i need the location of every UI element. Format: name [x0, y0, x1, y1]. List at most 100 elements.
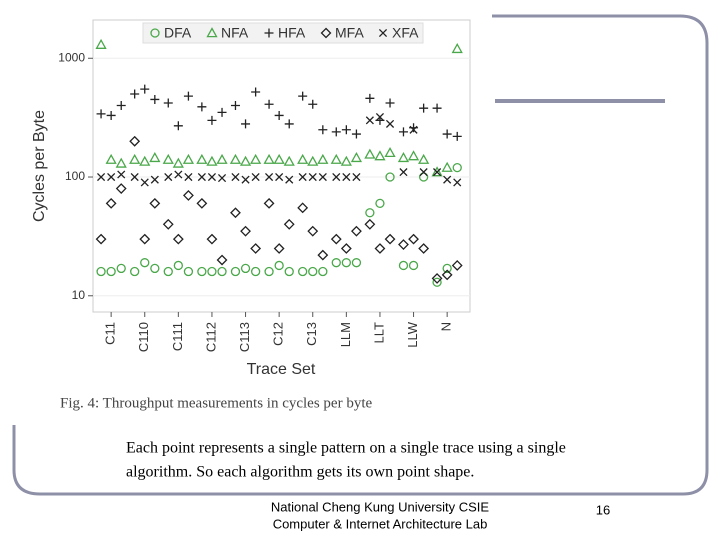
- data-point: [317, 249, 329, 261]
- data-point: [230, 101, 240, 111]
- data-point: [172, 157, 184, 168]
- data-point: [297, 202, 309, 214]
- data-point: [307, 155, 319, 166]
- data-point: [399, 168, 408, 177]
- data-point: [297, 153, 309, 164]
- chart: 10 100 1000 C11 C110 C111 C112 C113 C12 C13 LLM LLT…: [58, 22, 470, 352]
- data-point: [398, 260, 409, 271]
- data-point: [230, 207, 241, 219]
- data-point: [452, 131, 462, 141]
- data-point: [140, 178, 149, 187]
- legend-label: NFA: [221, 25, 249, 41]
- data-point: [451, 43, 463, 54]
- legend-label: HFA: [278, 25, 306, 41]
- legend-marker: [378, 28, 388, 38]
- data-point: [298, 91, 308, 101]
- data-point: [442, 129, 452, 139]
- data-point: [351, 129, 361, 139]
- data-point: [106, 266, 116, 277]
- data-point: [140, 258, 150, 268]
- data-point: [273, 243, 285, 254]
- data-point: [162, 218, 174, 230]
- x-tick-label: LLM: [338, 322, 353, 347]
- data-point: [206, 155, 218, 166]
- data-point: [375, 112, 385, 122]
- data-point: [331, 127, 341, 137]
- data-point: [196, 197, 208, 209]
- data-point: [129, 135, 141, 147]
- x-tick-label: C12: [271, 322, 286, 346]
- data-point: [451, 260, 463, 271]
- data-point: [409, 125, 418, 134]
- data-point: [240, 263, 251, 274]
- data-point: [106, 110, 116, 120]
- data-point: [139, 155, 151, 166]
- data-point: [149, 152, 161, 163]
- data-point: [263, 197, 275, 209]
- data-point: [452, 162, 462, 173]
- legend-box: [142, 22, 424, 44]
- data-point: [398, 239, 409, 250]
- data-point: [274, 260, 284, 271]
- data-point: [117, 170, 126, 179]
- data-point: [139, 233, 151, 245]
- x-tick-label: C110: [136, 322, 151, 352]
- x-axis-label: Trace Set: [247, 361, 316, 378]
- data-point: [105, 153, 117, 164]
- data-point: [317, 153, 329, 164]
- data-point: [432, 103, 442, 113]
- data-point: [163, 266, 173, 277]
- data-point: [443, 175, 452, 184]
- x-tick-label: N: [439, 322, 454, 331]
- legend-marker: [206, 27, 218, 38]
- data-point: [96, 109, 106, 119]
- data-point: [352, 172, 361, 182]
- x-tick-label: LLT: [371, 322, 386, 343]
- data-point: [96, 266, 106, 277]
- data-point: [365, 93, 375, 103]
- data-point: [318, 125, 328, 135]
- data-point: [397, 152, 410, 163]
- data-point: [216, 153, 228, 164]
- data-point: [408, 233, 419, 245]
- data-point: [365, 116, 374, 125]
- data-point: [250, 266, 261, 277]
- data-point: [149, 197, 161, 209]
- data-point: [172, 233, 184, 245]
- data-point: [284, 266, 294, 277]
- data-point: [365, 208, 375, 218]
- data-point: [408, 260, 419, 271]
- data-point: [298, 172, 307, 182]
- data-point: [441, 161, 453, 172]
- data-point: [230, 266, 241, 277]
- data-point: [431, 272, 443, 284]
- data-point: [217, 266, 227, 277]
- data-point: [107, 172, 116, 182]
- legend-label: DFA: [164, 25, 192, 41]
- data-point: [164, 172, 173, 182]
- data-point: [162, 153, 174, 164]
- x-tick-label: C111: [170, 322, 185, 351]
- data-point: [207, 266, 217, 277]
- figure-caption: Fig. 4: Throughput measurements in cycle…: [60, 395, 373, 411]
- data-point: [351, 258, 362, 268]
- footer: National Cheng Kung University CSIE: [271, 499, 490, 514]
- data-point: [217, 107, 227, 117]
- data-point: [342, 172, 351, 182]
- data-point: [308, 99, 318, 109]
- data-point: [140, 84, 150, 94]
- data-point: [283, 155, 295, 166]
- legend-label: XFA: [392, 25, 419, 41]
- data-point: [308, 172, 317, 182]
- legend-marker: [320, 27, 332, 39]
- data-point: [197, 172, 206, 182]
- data-point: [241, 119, 251, 129]
- data-point: [308, 266, 318, 277]
- x-tick-label: C11: [103, 322, 118, 345]
- data-point: [150, 175, 159, 184]
- data-point: [207, 115, 217, 125]
- data-point: [350, 152, 363, 163]
- data-point: [385, 172, 395, 182]
